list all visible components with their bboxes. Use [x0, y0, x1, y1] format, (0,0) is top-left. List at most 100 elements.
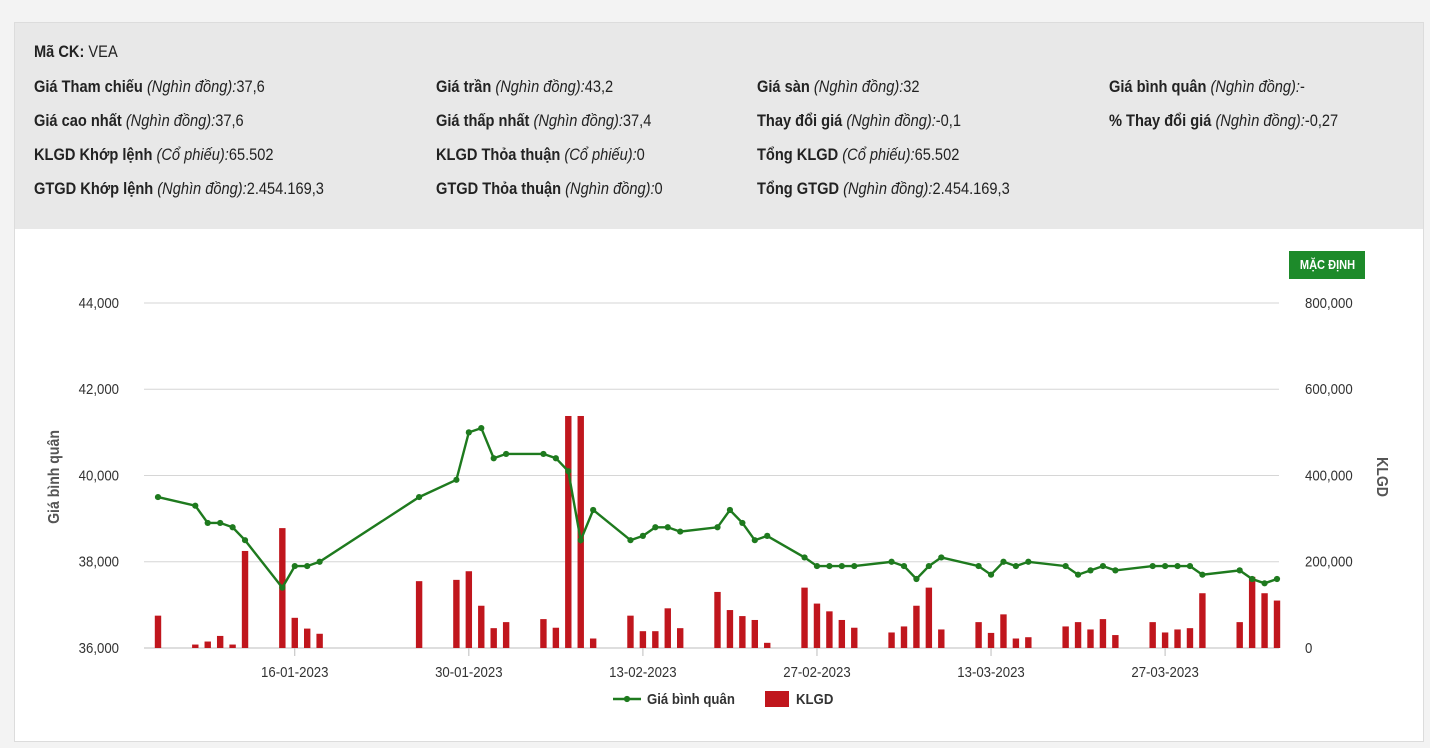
- volume-bar: [764, 642, 771, 648]
- volume-bar: [216, 635, 224, 648]
- info-field: Giá trần (Nghìn đồng):43,2: [436, 77, 613, 97]
- price-point: [241, 537, 249, 544]
- volume-bar: [714, 591, 721, 648]
- legend-bar-swatch: [765, 691, 789, 707]
- price-point: [503, 450, 510, 458]
- info-field-value: 2.454.169,3: [932, 179, 1010, 198]
- default-view-label: MẶC ĐỊNH: [1299, 257, 1355, 272]
- info-field-unit: (Cổ phiếu):: [156, 145, 229, 164]
- price-point: [590, 506, 597, 514]
- price-point: [154, 493, 162, 501]
- volume-bar: [627, 615, 634, 648]
- volume-bar: [813, 603, 821, 648]
- info-field-unit: (Nghìn đồng):: [495, 77, 585, 96]
- volume-bar: [192, 644, 199, 648]
- price-point: [478, 424, 485, 432]
- price-points: [154, 424, 1281, 591]
- volume-bar: [838, 619, 846, 648]
- info-field-label: GTGD Khớp lệnh: [34, 179, 154, 198]
- price-point: [1261, 580, 1268, 587]
- price-point: [1000, 558, 1007, 565]
- info-row: Giá Tham chiếu (Nghìn đồng):37,6 Giá trần…: [15, 77, 1423, 107]
- volume-bar: [478, 605, 485, 648]
- price-point: [1112, 567, 1119, 574]
- price-point: [304, 562, 311, 570]
- volume-bar: [1074, 622, 1082, 648]
- volume-bar: [229, 644, 236, 648]
- volume-bar: [1025, 637, 1032, 648]
- info-field-label: % Thay đổi giá: [1109, 111, 1212, 130]
- info-field-value: 0: [654, 179, 663, 198]
- volume-bar: [241, 550, 249, 648]
- volume-bar: [304, 628, 311, 648]
- y-right-axis-title: KLGD: [1373, 457, 1391, 497]
- info-field: Giá bình quân (Nghìn đồng):-: [1109, 77, 1305, 97]
- volume-bar: [987, 632, 995, 648]
- x-tick-label: 27-02-2023: [783, 663, 851, 680]
- price-point: [291, 562, 298, 570]
- info-field-value: 2.454.169,3: [246, 179, 324, 198]
- price-point: [826, 562, 833, 570]
- price-point: [764, 532, 771, 539]
- info-field-unit: (Nghìn đồng):: [846, 111, 936, 130]
- y-left-tick-label: 42,000: [79, 380, 119, 397]
- price-point: [639, 532, 647, 539]
- price-point: [540, 450, 547, 458]
- price-point: [316, 558, 323, 565]
- volume-bar: [925, 587, 933, 648]
- volume-bar: [415, 581, 423, 648]
- price-point: [813, 562, 821, 570]
- volume-bar: [316, 633, 323, 648]
- info-field: Tổng KLGD (Cổ phiếu):65.502: [757, 145, 959, 165]
- info-field-unit: (Nghìn đồng):: [146, 77, 237, 96]
- price-point: [652, 524, 659, 531]
- info-field-value: 65.502: [914, 145, 960, 164]
- stock-info-header: Mã CK: VEA Giá Tham chiếu (Nghìn đồng):37…: [15, 23, 1423, 229]
- info-row: KLGD Khớp lệnh (Cổ phiếu):65.502 KLGD Thỏ…: [15, 145, 1423, 175]
- volume-bar: [291, 617, 298, 648]
- stock-panel: Mã CK: VEA Giá Tham chiếu (Nghìn đồng):37…: [14, 22, 1424, 742]
- volume-bar: [900, 626, 908, 648]
- info-field-unit: (Nghìn đồng):: [125, 111, 216, 130]
- volume-bar: [502, 622, 510, 648]
- info-field-value: 0: [636, 145, 645, 164]
- volume-bar: [677, 628, 684, 648]
- info-field: KLGD Khớp lệnh (Cổ phiếu):65.502: [34, 145, 274, 165]
- volume-bar: [1087, 629, 1094, 648]
- info-field: Giá Tham chiếu (Nghìn đồng):37,6: [34, 77, 265, 97]
- volume-bar: [154, 615, 162, 648]
- info-field-label: Giá cao nhất: [34, 111, 122, 130]
- volume-bar: [1149, 622, 1156, 648]
- info-field-label: Tổng KLGD: [757, 145, 839, 164]
- price-point: [1099, 562, 1107, 570]
- y-left-tick-label: 36,000: [79, 639, 119, 656]
- volume-bar: [1261, 593, 1268, 648]
- price-point: [739, 519, 746, 527]
- info-field-label: Giá sàn: [757, 77, 810, 96]
- info-field: Tổng GTGD (Nghìn đồng):2.454.169,3: [757, 179, 1010, 199]
- price-volume-chart: 36,000 38,000 40,000 42,000 44,000 0 200,000 40…: [45, 294, 1391, 707]
- y-left-tick-label: 44,000: [79, 294, 119, 311]
- legend-line-marker: [623, 695, 631, 703]
- volume-bar: [1000, 614, 1007, 648]
- y-right-tick-label: 800,000: [1305, 294, 1353, 311]
- legend-label-price: Giá bình quân: [647, 690, 735, 707]
- info-field-value: 65.502: [228, 145, 274, 164]
- volume-bar: [726, 610, 734, 648]
- price-point: [1062, 562, 1069, 570]
- default-view-button[interactable]: MẶC ĐỊNH: [1289, 251, 1365, 279]
- info-field-label: Tổng GTGD: [757, 179, 840, 198]
- price-point: [1199, 571, 1206, 578]
- x-tick-label: 27-03-2023: [1131, 663, 1199, 680]
- volume-bar: [652, 631, 659, 648]
- price-point: [1186, 562, 1194, 570]
- price-point: [192, 502, 199, 509]
- info-field-unit: (Nghìn đồng):: [813, 77, 904, 96]
- volume-bar: [1236, 622, 1243, 648]
- info-field-label: GTGD Thỏa thuận: [436, 179, 562, 198]
- price-point: [925, 562, 932, 570]
- price-point: [1025, 558, 1032, 565]
- info-field-unit: (Nghìn đồng):: [565, 179, 655, 198]
- price-point: [1074, 571, 1082, 578]
- price-point: [851, 562, 858, 570]
